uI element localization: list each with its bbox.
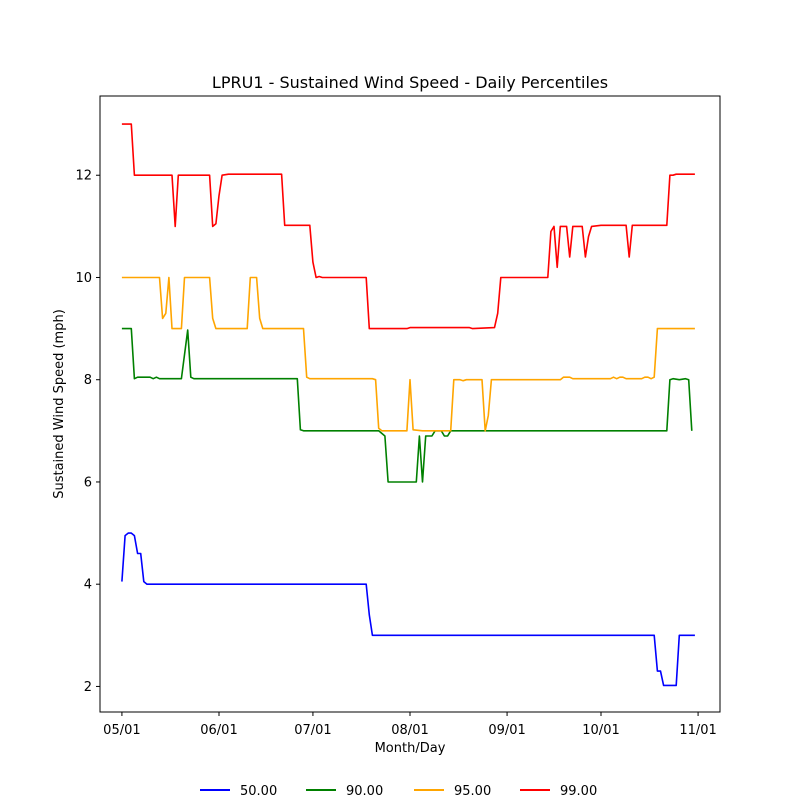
legend-label: 95.00 xyxy=(454,784,491,799)
x-tick-label: 08/01 xyxy=(391,723,428,738)
y-axis: 2 4 6 8 10 12 xyxy=(75,169,100,695)
series-line-50-00 xyxy=(121,532,695,687)
x-tick-label: 10/01 xyxy=(582,723,619,738)
series-line-95-00 xyxy=(121,276,695,432)
series-line-90-00 xyxy=(121,327,693,483)
x-tick-label: 07/01 xyxy=(294,723,331,738)
y-tick-label: 10 xyxy=(75,271,92,286)
y-axis-title: Sustained Wind Speed (mph) xyxy=(52,309,67,499)
y-tick-label: 6 xyxy=(84,475,92,490)
y-tick-label: 2 xyxy=(84,680,92,695)
series-line-99-00 xyxy=(121,123,695,330)
x-tick-label: 11/01 xyxy=(679,723,716,738)
x-axis-title: Month/Day xyxy=(375,741,446,756)
chart-title: LPRU1 - Sustained Wind Speed - Daily Per… xyxy=(212,73,608,92)
legend-label: 99.00 xyxy=(560,784,597,799)
y-tick-label: 8 xyxy=(84,373,92,388)
x-tick-label: 06/01 xyxy=(200,723,237,738)
legend-label: 90.00 xyxy=(346,784,383,799)
x-tick-label: 05/01 xyxy=(103,723,140,738)
series-layer xyxy=(121,123,695,687)
legend: 50.00 90.00 95.00 99.00 xyxy=(200,784,597,799)
plot-frame xyxy=(99,95,721,713)
legend-label: 50.00 xyxy=(240,784,277,799)
y-tick-label: 4 xyxy=(84,578,92,593)
y-tick-label: 12 xyxy=(75,169,92,184)
x-tick-label: 09/01 xyxy=(488,723,525,738)
x-axis: 05/01 06/01 07/01 08/01 09/01 10/01 11/01 xyxy=(103,712,717,738)
